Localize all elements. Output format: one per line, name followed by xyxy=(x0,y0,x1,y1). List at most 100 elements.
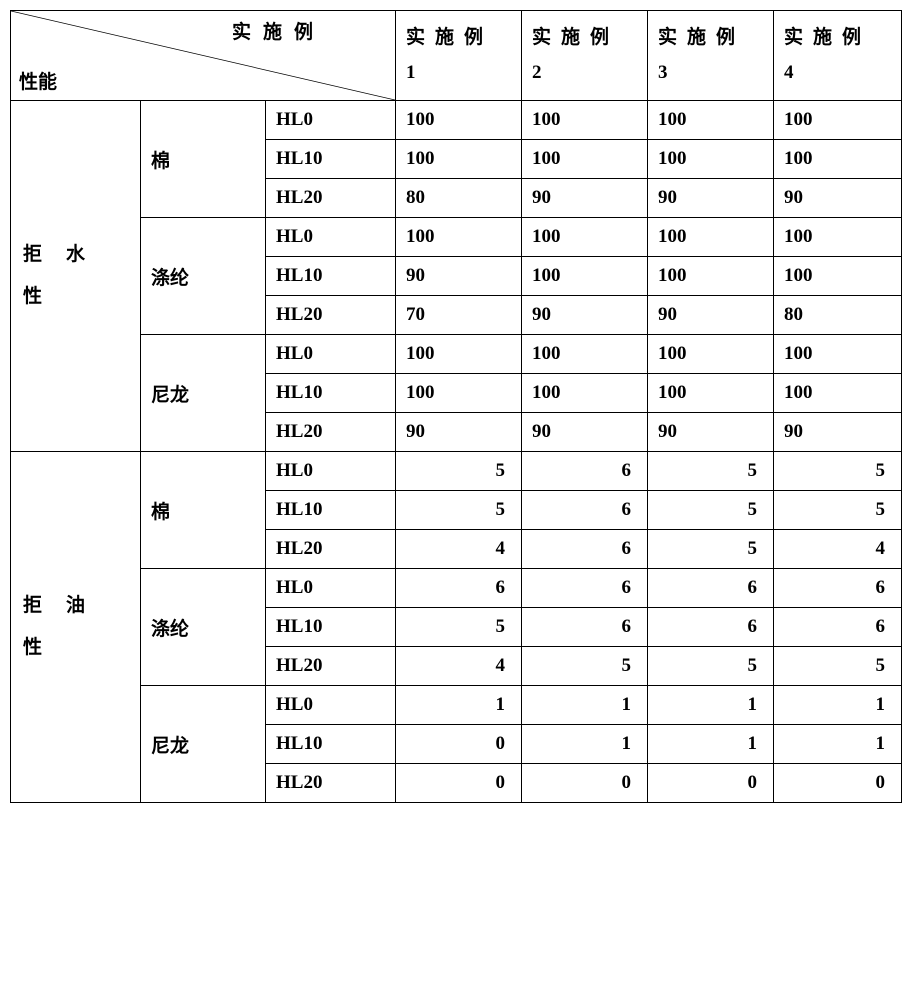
value-cell: 1 xyxy=(648,686,774,725)
test-condition-label: HL10 xyxy=(266,257,396,296)
value-cell: 6 xyxy=(522,491,648,530)
value-cell: 5 xyxy=(396,491,522,530)
material-label: 棉 xyxy=(141,101,266,218)
value-cell: 6 xyxy=(522,608,648,647)
test-condition-label: HL20 xyxy=(266,413,396,452)
test-condition-label: HL10 xyxy=(266,725,396,764)
value-cell: 6 xyxy=(522,530,648,569)
material-label: 尼龙 xyxy=(141,686,266,803)
value-cell: 100 xyxy=(522,101,648,140)
test-condition-label: HL0 xyxy=(266,218,396,257)
value-cell: 0 xyxy=(522,764,648,803)
test-condition-label: HL10 xyxy=(266,374,396,413)
value-cell: 90 xyxy=(648,179,774,218)
value-cell: 100 xyxy=(522,257,648,296)
value-cell: 90 xyxy=(648,413,774,452)
value-cell: 1 xyxy=(648,725,774,764)
col-header-2: 实施例 2 xyxy=(522,11,648,101)
value-cell: 100 xyxy=(774,374,902,413)
material-label: 棉 xyxy=(141,452,266,569)
material-label: 尼龙 xyxy=(141,335,266,452)
value-cell: 100 xyxy=(396,335,522,374)
value-cell: 0 xyxy=(648,764,774,803)
test-condition-label: HL20 xyxy=(266,179,396,218)
material-label: 涤纶 xyxy=(141,218,266,335)
value-cell: 4 xyxy=(396,530,522,569)
value-cell: 100 xyxy=(648,140,774,179)
value-cell: 100 xyxy=(396,101,522,140)
value-cell: 100 xyxy=(396,374,522,413)
value-cell: 5 xyxy=(774,647,902,686)
value-cell: 5 xyxy=(774,491,902,530)
value-cell: 1 xyxy=(522,686,648,725)
test-condition-label: HL0 xyxy=(266,569,396,608)
value-cell: 100 xyxy=(396,218,522,257)
data-table: 实施例 性能 实施例 1 实施例 2 实施例 3 实施例 4 拒水性棉HL010… xyxy=(10,10,902,803)
value-cell: 6 xyxy=(648,569,774,608)
col-header-3: 实施例 3 xyxy=(648,11,774,101)
diagonal-line-icon xyxy=(11,11,395,100)
value-cell: 0 xyxy=(774,764,902,803)
table-row: 尼龙HL0100100100100 xyxy=(11,335,902,374)
diagonal-header-cell: 实施例 性能 xyxy=(11,11,396,101)
value-cell: 100 xyxy=(774,257,902,296)
value-cell: 5 xyxy=(648,647,774,686)
value-cell: 100 xyxy=(648,218,774,257)
table-row: 尼龙HL01111 xyxy=(11,686,902,725)
header-row: 实施例 性能 实施例 1 实施例 2 实施例 3 实施例 4 xyxy=(11,11,902,101)
value-cell: 6 xyxy=(648,608,774,647)
value-cell: 90 xyxy=(774,413,902,452)
value-cell: 5 xyxy=(648,491,774,530)
value-cell: 6 xyxy=(522,569,648,608)
value-cell: 1 xyxy=(396,686,522,725)
value-cell: 90 xyxy=(396,257,522,296)
property-group-label: 拒水性 xyxy=(11,101,141,452)
value-cell: 1 xyxy=(522,725,648,764)
value-cell: 100 xyxy=(648,335,774,374)
value-cell: 100 xyxy=(648,101,774,140)
value-cell: 100 xyxy=(522,374,648,413)
value-cell: 6 xyxy=(774,608,902,647)
test-condition-label: HL0 xyxy=(266,101,396,140)
value-cell: 1 xyxy=(774,686,902,725)
value-cell: 90 xyxy=(522,296,648,335)
header-bottom-label: 性能 xyxy=(19,67,57,94)
value-cell: 70 xyxy=(396,296,522,335)
value-cell: 5 xyxy=(396,452,522,491)
value-cell: 0 xyxy=(396,764,522,803)
property-group-label: 拒油性 xyxy=(11,452,141,803)
test-condition-label: HL20 xyxy=(266,296,396,335)
value-cell: 90 xyxy=(522,179,648,218)
test-condition-label: HL0 xyxy=(266,335,396,374)
value-cell: 80 xyxy=(774,296,902,335)
test-condition-label: HL0 xyxy=(266,452,396,491)
material-label: 涤纶 xyxy=(141,569,266,686)
value-cell: 5 xyxy=(648,530,774,569)
table-row: 涤纶HL0100100100100 xyxy=(11,218,902,257)
value-cell: 100 xyxy=(522,140,648,179)
value-cell: 100 xyxy=(648,374,774,413)
col-header-1: 实施例 1 xyxy=(396,11,522,101)
value-cell: 4 xyxy=(774,530,902,569)
test-condition-label: HL20 xyxy=(266,530,396,569)
value-cell: 5 xyxy=(648,452,774,491)
value-cell: 5 xyxy=(396,608,522,647)
table-row: 拒水性棉HL0100100100100 xyxy=(11,101,902,140)
value-cell: 100 xyxy=(774,140,902,179)
col-header-4: 实施例 4 xyxy=(774,11,902,101)
value-cell: 6 xyxy=(396,569,522,608)
value-cell: 100 xyxy=(774,335,902,374)
test-condition-label: HL20 xyxy=(266,764,396,803)
value-cell: 5 xyxy=(522,647,648,686)
test-condition-label: HL20 xyxy=(266,647,396,686)
test-condition-label: HL10 xyxy=(266,491,396,530)
value-cell: 6 xyxy=(774,569,902,608)
value-cell: 100 xyxy=(648,257,774,296)
value-cell: 6 xyxy=(522,452,648,491)
value-cell: 1 xyxy=(774,725,902,764)
value-cell: 5 xyxy=(774,452,902,491)
value-cell: 0 xyxy=(396,725,522,764)
value-cell: 4 xyxy=(396,647,522,686)
table-row: 涤纶HL06666 xyxy=(11,569,902,608)
value-cell: 90 xyxy=(774,179,902,218)
